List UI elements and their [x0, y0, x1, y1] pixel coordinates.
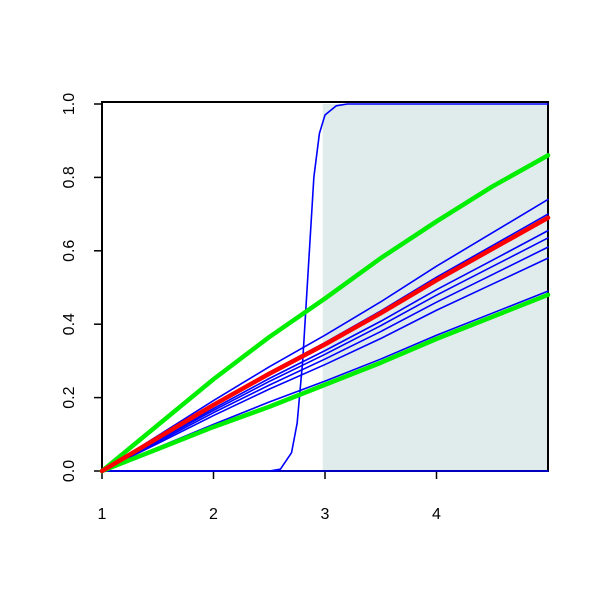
x-tick-label: 1: [98, 506, 107, 523]
line-series: [101, 237, 549, 472]
line-series: [101, 198, 549, 472]
line-series: [99, 215, 551, 474]
line-series: [99, 153, 551, 474]
line-series: [101, 246, 549, 472]
y-tick-label: 0.0: [61, 460, 78, 482]
y-tick-label: 0.6: [61, 240, 78, 262]
line-series: [101, 257, 549, 472]
y-tick-label: 1.0: [61, 93, 78, 115]
y-tick-label: 0.2: [61, 386, 78, 408]
y-tick-label: 0.8: [61, 166, 78, 188]
line-series: [101, 103, 549, 472]
x-tick-label: 3: [321, 506, 330, 523]
x-tick-label: 4: [432, 506, 441, 523]
shaded-region: [322, 104, 548, 471]
y-tick-label: 0.4: [61, 313, 78, 335]
line-series: [99, 292, 551, 474]
x-tick-label: 2: [209, 506, 218, 523]
